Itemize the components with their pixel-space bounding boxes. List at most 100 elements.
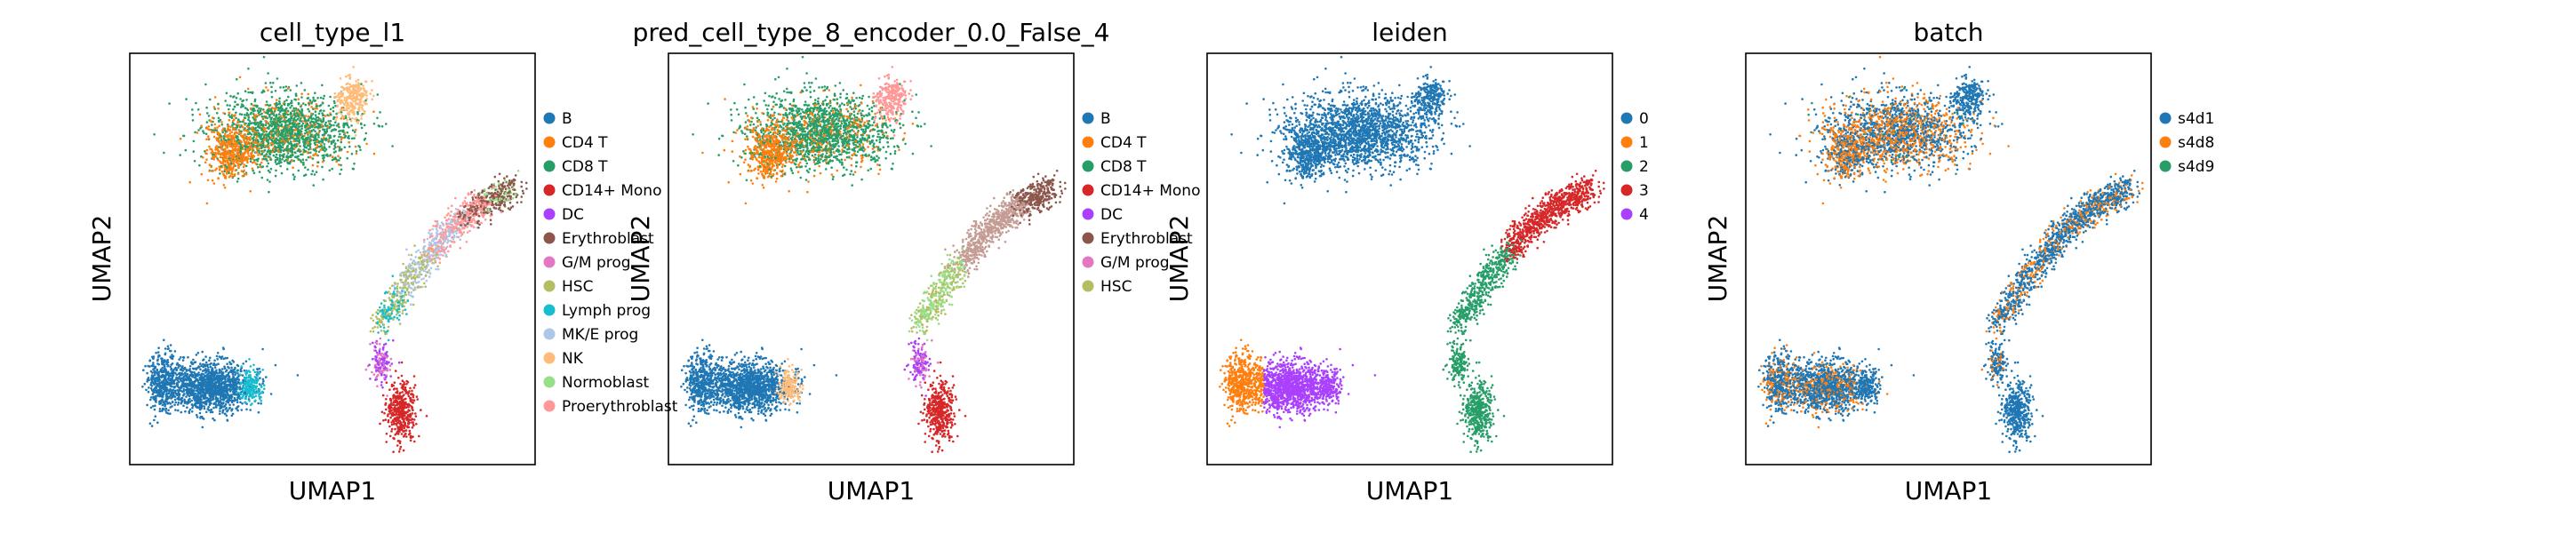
scatter-point (414, 412, 417, 415)
scatter-point (175, 382, 179, 386)
scatter-point (217, 103, 220, 106)
scatter-point (320, 124, 324, 127)
scatter-point (264, 116, 268, 119)
scatter-point (191, 385, 195, 388)
scatter-point (213, 127, 217, 130)
scatter-point (332, 96, 336, 99)
scatter-point (329, 136, 332, 139)
scatter-point (354, 128, 357, 131)
scatter-point (409, 398, 412, 402)
scatter-point (222, 375, 225, 378)
scatter-point (220, 398, 222, 401)
scatter-point (212, 157, 215, 161)
scatter-point (237, 159, 241, 162)
scatter-point (234, 373, 236, 377)
scatter-point (286, 102, 290, 106)
scatter-point (342, 107, 345, 111)
scatter-point (313, 154, 316, 156)
scatter-point (242, 394, 245, 396)
scatter-point (292, 119, 295, 122)
scatter-point (252, 393, 254, 396)
scatter-point (383, 411, 386, 415)
scatter-point (404, 388, 407, 392)
scatter-point (219, 155, 222, 159)
scatter-point (229, 158, 233, 162)
scatter-point (284, 85, 288, 88)
scatter-point (301, 153, 304, 156)
scatter-point (375, 359, 379, 362)
scatter-point (277, 124, 281, 127)
scatter-point (285, 131, 289, 134)
scatter-point (210, 152, 212, 155)
scatter-point (313, 173, 316, 176)
scatter-point (403, 426, 406, 430)
scatter-point (348, 83, 352, 86)
scatter-point (402, 430, 404, 433)
scatter-point (237, 128, 241, 131)
scatter-point (295, 84, 299, 87)
scatter-point (300, 96, 303, 99)
scatter-point (237, 165, 241, 168)
scatter-point (300, 110, 303, 114)
scatter-point (177, 392, 180, 394)
scatter-point (263, 139, 266, 142)
scatter-point (159, 391, 162, 394)
scatter-point (262, 127, 266, 131)
scatter-point (296, 374, 300, 377)
scatter-point (156, 362, 159, 365)
scatter-point (249, 370, 252, 374)
scatter-point (397, 406, 401, 410)
scatter-point (307, 97, 310, 99)
scatter-point (152, 355, 156, 358)
scatter-point (307, 119, 310, 122)
scatter-point (156, 369, 158, 372)
scatter-point (314, 91, 316, 94)
scatter-point (205, 396, 209, 400)
scatter-point (317, 123, 321, 127)
scatter-point (360, 114, 364, 117)
scatter-point (312, 117, 316, 120)
scatter-point (294, 107, 298, 110)
scatter-point (219, 154, 222, 156)
scatter-point (176, 385, 179, 387)
scatter-point (316, 122, 319, 125)
scatter-point (192, 358, 195, 362)
scatter-point (265, 153, 268, 155)
scatter-point (193, 371, 196, 374)
scatter-point (248, 358, 251, 361)
scatter-point (256, 391, 260, 394)
scatter-point (308, 147, 310, 151)
scatter-point (184, 374, 187, 378)
scatter-point (164, 383, 166, 386)
scatter-point (218, 378, 221, 381)
scatter-point (244, 150, 247, 153)
scatter-point (317, 150, 321, 154)
scatter-point (280, 123, 284, 126)
scatter-point (274, 363, 277, 367)
scatter-point (244, 140, 246, 144)
scatter-point (343, 123, 347, 126)
scatter-point (251, 157, 254, 160)
scatter-point (228, 132, 232, 135)
scatter-point (407, 426, 411, 429)
scatter-point (163, 408, 165, 410)
scatter-point (219, 160, 221, 163)
scatter-point (222, 174, 226, 177)
scatter-point (288, 122, 292, 125)
scatter-point (147, 390, 150, 394)
scatter-point (178, 395, 180, 399)
scatter-point (317, 112, 321, 115)
scatter-point (217, 133, 220, 137)
scatter-point (216, 352, 220, 354)
scatter-point (385, 362, 388, 365)
scatter-point (149, 406, 153, 410)
scatter-point (412, 375, 416, 378)
scatter-point (258, 149, 260, 153)
scatter-point (260, 161, 263, 164)
scatter-point (282, 113, 285, 115)
scatter-point (213, 96, 217, 99)
scatter-point (207, 405, 210, 409)
scatter-point (196, 388, 199, 392)
scatter-point (286, 140, 289, 143)
scatter-point (321, 112, 324, 115)
